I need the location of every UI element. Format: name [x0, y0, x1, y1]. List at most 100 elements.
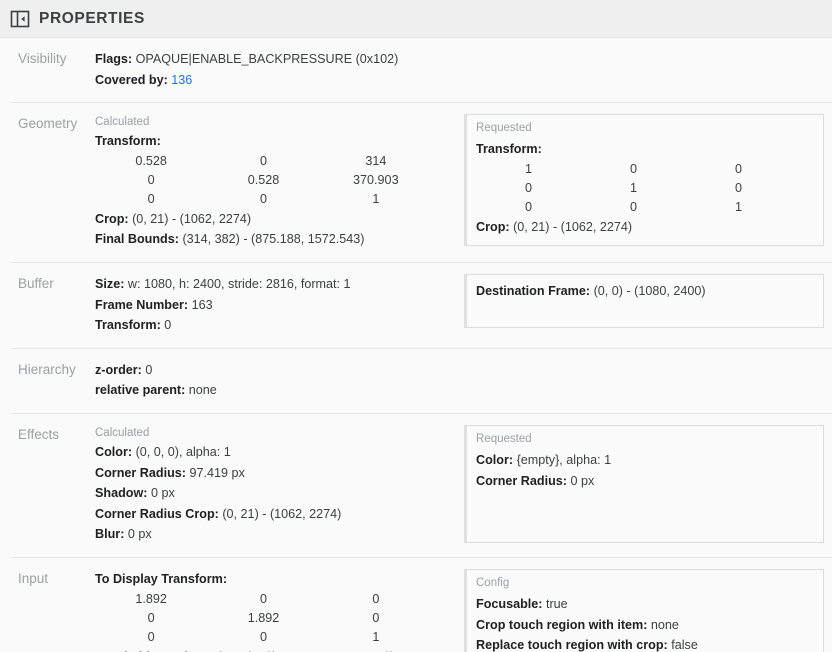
effects-requested-corner-radius-key: Corner Radius: — [476, 473, 567, 488]
effects-calculated-title: Calculated — [95, 426, 150, 439]
matrix-cell: 0 — [147, 191, 155, 206]
visibility-covered-by-link[interactable]: 136 — [171, 72, 193, 87]
matrix-row: 1.892 0 0 — [95, 590, 432, 609]
hierarchy-relative-parent-value: none — [188, 383, 217, 398]
input-config-panel: Config Focusable: true Crop touch region… — [464, 568, 824, 652]
buffer-destination-wrap: Destination Frame: (0, 0) - (1080, 2400) — [456, 273, 832, 328]
buffer-destination-frame-key: Destination Frame: — [476, 283, 591, 298]
buffer-destination-panel: Destination Frame: (0, 0) - (1080, 2400) — [464, 273, 824, 328]
matrix-row: 0 0 1 — [95, 628, 432, 647]
matrix-cell: 0 — [629, 161, 637, 176]
matrix-row: 0 0 1 — [95, 190, 432, 209]
matrix-cell: 0.528 — [247, 172, 280, 187]
effects-requested-corner-radius-value: 0 px — [570, 473, 595, 488]
input-to-display-transform-row: To Display Transform: — [95, 569, 456, 590]
section-buffer: Buffer Size: w: 1080, h: 2400, stride: 2… — [11, 261, 832, 348]
buffer-transform-value: 0 — [164, 318, 172, 333]
effects-requested-color-value: {empty}, alpha: 1 — [516, 452, 612, 467]
effects-color-key: Color: — [95, 444, 133, 459]
matrix-row: 0.528 0 314 — [95, 152, 432, 171]
buffer-size-row: Size: w: 1080, h: 2400, stride: 2816, fo… — [95, 274, 456, 295]
section-effects: Effects Calculated Color: (0, 0, 0), alp… — [11, 412, 832, 557]
geometry-requested-panel: Requested Transform: 1 0 0 0 1 0 — [464, 114, 824, 247]
input-replace-touch-key: Replace touch region with crop: — [476, 638, 668, 652]
section-input: Input To Display Transform: 1.892 0 0 0 … — [11, 556, 832, 652]
matrix-cell: 1 — [372, 629, 380, 644]
matrix-cell: 1 — [629, 180, 637, 195]
effects-color-value: (0, 0, 0), alpha: 1 — [135, 444, 231, 459]
geometry-requested-wrap: Requested Transform: 1 0 0 0 1 0 — [456, 114, 832, 247]
effects-corner-radius-crop-key: Corner Radius Crop: — [95, 506, 219, 521]
effects-requested-title: Requested — [476, 432, 532, 445]
matrix-cell: 0 — [372, 610, 380, 625]
effects-blur-key: Blur: — [95, 527, 125, 542]
effects-shadow-key: Shadow: — [95, 486, 148, 501]
matrix-cell: 0.528 — [135, 153, 167, 168]
geometry-final-bounds-row: Final Bounds: (314, 382) - (875.188, 157… — [95, 229, 456, 250]
geometry-calculated: Calculated Transform: 0.528 0 314 0 0.52… — [95, 114, 456, 250]
effects-requested-corner-radius-row: Corner Radius: 0 px — [476, 471, 814, 492]
matrix-cell: 0 — [629, 199, 637, 214]
panel-collapse-icon[interactable] — [10, 9, 30, 29]
properties-header: PROPERTIES — [0, 0, 832, 38]
geometry-calculated-title: Calculated — [95, 116, 150, 129]
matrix-cell: 1.892 — [135, 591, 167, 606]
matrix-cell: 0 — [259, 591, 267, 606]
matrix-cell: 370.903 — [353, 172, 399, 187]
section-geometry: Geometry Calculated Transform: 0.528 0 3… — [11, 102, 832, 262]
input-touchable-region-value: SkRegion((314, 382, 875, 1573)) — [211, 650, 394, 652]
effects-corner-radius-row: Corner Radius: 97.419 px — [95, 463, 456, 484]
buffer-content: Size: w: 1080, h: 2400, stride: 2816, fo… — [95, 274, 456, 336]
visibility-covered-by-row: Covered by: 136 — [95, 70, 456, 91]
geometry-requested-transform-label: Transform: — [476, 142, 542, 157]
section-label-buffer: Buffer — [18, 275, 54, 291]
buffer-size-key: Size: — [95, 276, 125, 291]
matrix-cell: 1 — [524, 161, 532, 176]
effects-corner-radius-crop-value: (0, 21) - (1062, 2274) — [222, 506, 342, 521]
section-label-hierarchy: Hierarchy — [18, 361, 76, 377]
effects-requested-panel: Requested Color: {empty}, alpha: 1 Corne… — [464, 424, 824, 543]
buffer-size-value: w: 1080, h: 2400, stride: 2816, format: … — [127, 276, 351, 291]
matrix-row: 1 0 0 — [476, 160, 791, 179]
hierarchy-relative-parent-row: relative parent: none — [95, 380, 456, 401]
geometry-calculated-transform-label: Transform: — [95, 134, 161, 149]
section-label-input: Input — [18, 570, 49, 586]
geometry-calculated-matrix: 0.528 0 314 0 0.528 370.903 0 0 1 — [95, 152, 432, 209]
effects-color-row: Color: (0, 0, 0), alpha: 1 — [95, 442, 456, 463]
buffer-transform-key: Transform: — [95, 318, 161, 333]
visibility-content: Flags: OPAQUE|ENABLE_BACKPRESSURE (0x102… — [95, 49, 456, 90]
section-label-visibility: Visibility — [18, 51, 67, 66]
input-touchable-region-key: Touchable Region: — [95, 650, 207, 652]
matrix-cell: 0 — [147, 610, 155, 625]
matrix-cell: 0 — [147, 172, 155, 187]
input-config-wrap: Config Focusable: true Crop touch region… — [456, 568, 832, 652]
effects-corner-radius-key: Corner Radius: — [95, 465, 186, 480]
input-focusable-key: Focusable: — [476, 596, 543, 611]
geometry-requested-title: Requested — [476, 122, 532, 135]
visibility-covered-by-key: Covered by: — [95, 72, 168, 87]
geometry-calculated-crop-key: Crop: — [95, 211, 129, 226]
effects-requested-wrap: Requested Color: {empty}, alpha: 1 Corne… — [456, 424, 832, 543]
input-config-title: Config — [476, 576, 510, 589]
properties-sections: Visibility Flags: OPAQUE|ENABLE_BACKPRES… — [0, 38, 832, 652]
matrix-cell: 0 — [372, 591, 380, 606]
matrix-cell: 0 — [259, 153, 267, 168]
geometry-requested-crop-key: Crop: — [476, 219, 510, 234]
buffer-transform-row: Transform: 0 — [95, 315, 456, 336]
input-matrix: 1.892 0 0 0 1.892 0 0 0 1 — [95, 590, 432, 647]
matrix-cell: 0 — [524, 180, 532, 195]
input-focusable-value: true — [545, 596, 568, 611]
hierarchy-zorder-value: 0 — [145, 362, 153, 377]
effects-shadow-row: Shadow: 0 px — [95, 483, 456, 504]
effects-corner-radius-crop-row: Corner Radius Crop: (0, 21) - (1062, 227… — [95, 504, 456, 525]
hierarchy-relative-parent-key: relative parent: — [95, 383, 186, 398]
matrix-cell: 0 — [147, 629, 155, 644]
input-replace-touch-value: false — [671, 638, 698, 652]
input-replace-touch-row: Replace touch region with crop: false — [476, 635, 814, 652]
input-crop-touch-row: Crop touch region with item: none — [476, 615, 814, 636]
input-focusable-row: Focusable: true — [476, 594, 814, 615]
section-visibility: Visibility Flags: OPAQUE|ENABLE_BACKPRES… — [11, 38, 832, 102]
section-label-geometry: Geometry — [18, 116, 78, 132]
matrix-cell: 1 — [734, 199, 742, 214]
matrix-row: 0 0.528 370.903 — [95, 171, 432, 190]
